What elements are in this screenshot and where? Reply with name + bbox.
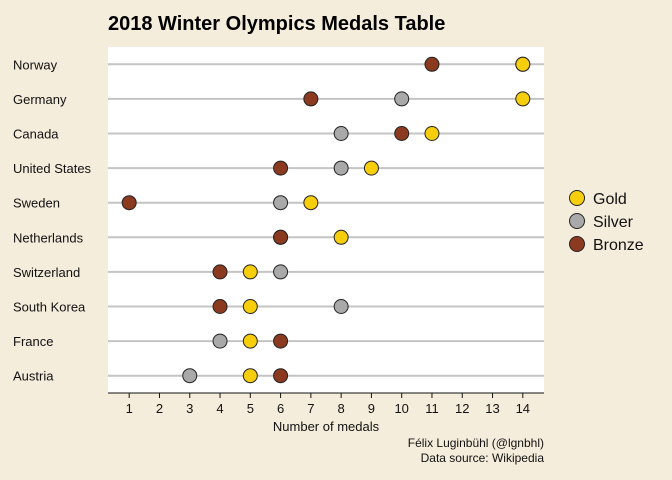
point-gold-netherlands (333, 229, 349, 245)
point-gold-switzerland (242, 264, 258, 280)
x-tick-label: 11 (425, 401, 439, 416)
x-tick-label: 1 (126, 401, 133, 416)
point-bronze-united-states (273, 160, 289, 176)
point-gold-sweden (303, 195, 319, 211)
legend-label-silver: Silver (593, 214, 634, 231)
x-axis-title: Number of medals (273, 419, 380, 434)
point-bronze-france (273, 333, 289, 349)
legend-label-gold: Gold (593, 191, 627, 208)
country-label: South Korea (13, 300, 86, 315)
country-label: Netherlands (13, 230, 84, 245)
point-silver-sweden (273, 195, 289, 211)
plot-panel (108, 47, 544, 393)
legend: Gold Silver Bronze (569, 190, 644, 254)
point-bronze-netherlands (273, 229, 289, 245)
x-tick-label: 6 (277, 401, 284, 416)
caption-author: Félix Luginbühl (@lgnbhl) (408, 436, 544, 450)
point-bronze-austria (273, 368, 289, 384)
legend-label-bronze: Bronze (593, 237, 644, 254)
country-label: Canada (13, 127, 59, 142)
legend-key-bronze (569, 236, 585, 252)
x-tick-label: 12 (455, 401, 469, 416)
chart-title: 2018 Winter Olympics Medals Table (108, 13, 445, 35)
x-tick-label: 8 (338, 401, 345, 416)
x-tick-label: 2 (156, 401, 163, 416)
point-gold-canada (424, 126, 440, 141)
legend-key-gold (569, 190, 585, 206)
legend-key-silver (569, 213, 585, 229)
country-label: Switzerland (13, 265, 80, 280)
point-silver-germany (394, 91, 410, 107)
point-gold-germany (515, 91, 531, 107)
point-silver-united-states (333, 160, 349, 176)
country-label: Germany (13, 92, 67, 107)
point-bronze-sweden (121, 195, 137, 211)
point-gold-united-states (363, 160, 379, 176)
point-bronze-canada (394, 126, 410, 141)
country-label: United States (13, 161, 92, 176)
country-label: Austria (13, 369, 54, 384)
country-label: France (13, 334, 53, 349)
point-silver-switzerland (273, 264, 289, 280)
x-tick-label: 14 (516, 401, 530, 416)
point-bronze-norway (424, 56, 440, 72)
point-silver-canada (333, 126, 349, 141)
x-tick-label: 4 (216, 401, 223, 416)
x-tick-label: 5 (247, 401, 254, 416)
point-gold-norway (515, 56, 531, 72)
point-bronze-germany (303, 91, 319, 107)
point-silver-france (212, 333, 228, 349)
caption-source: Data source: Wikipedia (421, 451, 545, 465)
point-bronze-south-korea (212, 299, 228, 314)
point-gold-south-korea (242, 299, 258, 314)
country-label: Sweden (13, 196, 60, 211)
x-tick-label: 13 (485, 401, 499, 416)
x-tick-label: 9 (368, 401, 375, 416)
point-gold-france (242, 333, 258, 349)
point-silver-austria (182, 368, 198, 384)
country-label: Norway (13, 57, 58, 72)
point-gold-austria (242, 368, 258, 384)
x-tick-label: 3 (186, 401, 193, 416)
point-silver-south-korea (333, 299, 349, 314)
x-tick-label: 10 (394, 401, 408, 416)
x-tick-label: 7 (307, 401, 314, 416)
point-bronze-switzerland (212, 264, 228, 280)
